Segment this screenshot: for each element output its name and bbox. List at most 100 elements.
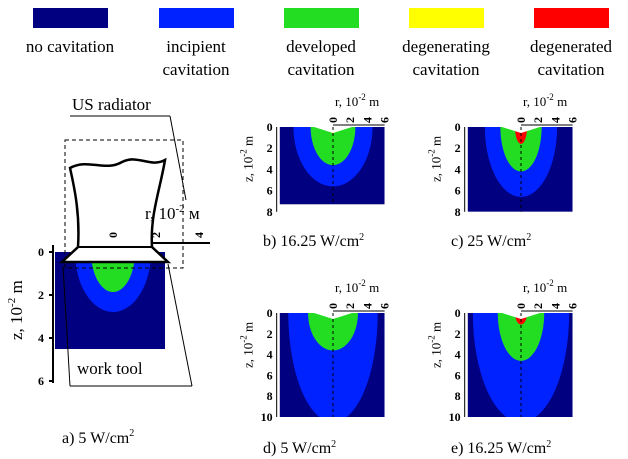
r-tick-label: 4 bbox=[360, 303, 374, 309]
z-tick-label: 4 bbox=[455, 348, 461, 362]
r-tick-label: 2 bbox=[343, 303, 357, 309]
r-tick-label: 4 bbox=[192, 232, 206, 238]
r-tick-label: 6 bbox=[378, 303, 392, 309]
text: r, 10 bbox=[335, 94, 358, 109]
sup: -2 bbox=[239, 335, 249, 343]
text: r, 10 bbox=[523, 280, 546, 295]
text: z, 10 bbox=[429, 343, 444, 368]
z-tick-label: 8 bbox=[267, 205, 273, 219]
text: z, 10 bbox=[429, 157, 444, 182]
legend-label: cavitation bbox=[162, 60, 230, 79]
plot bbox=[280, 68, 385, 205]
caption: b) 16.25 W/cm2 bbox=[263, 232, 364, 250]
sup: -2 bbox=[239, 149, 249, 157]
r-tick-label: 2 bbox=[531, 117, 545, 123]
z-tick-label: 6 bbox=[455, 184, 461, 198]
r-tick-label: 2 bbox=[531, 303, 545, 309]
r-axis-label: r, 10-2 м bbox=[145, 203, 200, 223]
r-tick-label: 2 bbox=[149, 232, 163, 238]
text: m bbox=[241, 136, 256, 149]
r-tick-label: 4 bbox=[548, 303, 562, 309]
sup: -2 bbox=[358, 278, 366, 288]
sup: 2 bbox=[526, 232, 531, 243]
caption: d) 5 W/cm2 bbox=[263, 439, 336, 457]
legend-label: degenerating bbox=[402, 37, 490, 56]
z-tick-label: 0 bbox=[455, 306, 461, 320]
z-tick-label: 8 bbox=[267, 389, 273, 403]
text: m bbox=[241, 322, 256, 335]
r-tick-label: 0 bbox=[326, 117, 340, 123]
caption: a) 5 W/cm2 bbox=[62, 428, 134, 447]
z-axis-label: z, 10-2 m bbox=[427, 136, 444, 182]
z-axis-label: z, 10-2 m bbox=[6, 280, 26, 340]
z-axis-label: z, 10-2 m bbox=[239, 322, 256, 368]
r-tick-label: 6 bbox=[566, 117, 580, 123]
z-axis-label: z, 10-2 m bbox=[427, 322, 444, 368]
z-tick-label: 8 bbox=[455, 205, 461, 219]
z-axis-label: z, 10-2 m bbox=[239, 136, 256, 182]
z-tick-label: 4 bbox=[455, 162, 461, 176]
z-tick-label: 0 bbox=[267, 306, 273, 320]
legend-label: cavitation bbox=[287, 60, 355, 79]
text: r, 10 bbox=[523, 94, 546, 109]
r-tick-label: 0 bbox=[106, 232, 120, 238]
plot bbox=[468, 57, 573, 212]
z-tick-label: 6 bbox=[267, 368, 273, 382]
z-tick-label: 0 bbox=[38, 245, 44, 259]
caption: c) 25 W/cm2 bbox=[451, 232, 531, 250]
z-tick-label: 4 bbox=[267, 348, 273, 362]
z-tick-label: 0 bbox=[455, 120, 461, 134]
legend-label: cavitation bbox=[537, 60, 605, 79]
legend-label: no cavitation bbox=[26, 37, 115, 56]
r-tick-label: 2 bbox=[343, 117, 357, 123]
sup: -2 bbox=[546, 278, 554, 288]
legend-swatch bbox=[284, 8, 359, 28]
legend-swatch bbox=[409, 8, 484, 28]
r-tick-label: 0 bbox=[514, 117, 528, 123]
text: m bbox=[366, 280, 379, 295]
legend-label: degenerated bbox=[530, 37, 613, 56]
z-tick-label: 8 bbox=[455, 389, 461, 403]
leader bbox=[168, 264, 192, 386]
text: m bbox=[429, 322, 444, 335]
legend-swatch bbox=[534, 8, 609, 28]
text: m bbox=[554, 94, 567, 109]
figure: US radiator work tool r, 10-2 м z, 10-2 … bbox=[0, 0, 628, 459]
text: z, 10 bbox=[241, 157, 256, 182]
z-tick-label: 6 bbox=[38, 374, 44, 388]
sup: -2 bbox=[427, 149, 437, 157]
r-tick-label: 4 bbox=[360, 117, 374, 123]
r-axis-label: r, 10-2 m bbox=[523, 278, 567, 295]
z-tick-label: 2 bbox=[267, 141, 273, 155]
r-tick-label: 0 bbox=[326, 303, 340, 309]
text: e) 16.25 W/cm bbox=[451, 440, 547, 457]
legend-swatch bbox=[33, 8, 108, 28]
z-tick-label: 2 bbox=[455, 327, 461, 341]
text: d) 5 W/cm bbox=[263, 440, 332, 457]
z-tick-label: 4 bbox=[38, 331, 44, 345]
r-tick-label: 0 bbox=[514, 303, 528, 309]
z-tick-label: 2 bbox=[267, 327, 273, 341]
text: m bbox=[554, 280, 567, 295]
r-tick-label: 6 bbox=[566, 303, 580, 309]
tool-label: work tool bbox=[77, 359, 143, 378]
legend-label: developed bbox=[286, 37, 356, 56]
z-tick-label: 10 bbox=[449, 410, 461, 424]
z-tick-label: 2 bbox=[38, 288, 44, 302]
text: b) 16.25 W/cm bbox=[263, 233, 360, 250]
z-tick-label: 6 bbox=[267, 184, 273, 198]
sup: -2 bbox=[546, 92, 554, 102]
sup: 2 bbox=[546, 439, 551, 450]
radiator-label: US radiator bbox=[72, 95, 151, 114]
legend-label: incipient bbox=[166, 37, 226, 56]
z-tick-label: 0 bbox=[267, 120, 273, 134]
z-tick-label: 2 bbox=[455, 141, 461, 155]
caption: e) 16.25 W/cm2 bbox=[451, 439, 551, 457]
text: m bbox=[429, 136, 444, 149]
r-axis-label: r, 10-2 m bbox=[335, 92, 379, 109]
sup: -2 bbox=[358, 92, 366, 102]
z-tick-label: 4 bbox=[267, 162, 273, 176]
z-tick-label: 6 bbox=[455, 368, 461, 382]
sup: 2 bbox=[331, 439, 336, 450]
text: m bbox=[366, 94, 379, 109]
